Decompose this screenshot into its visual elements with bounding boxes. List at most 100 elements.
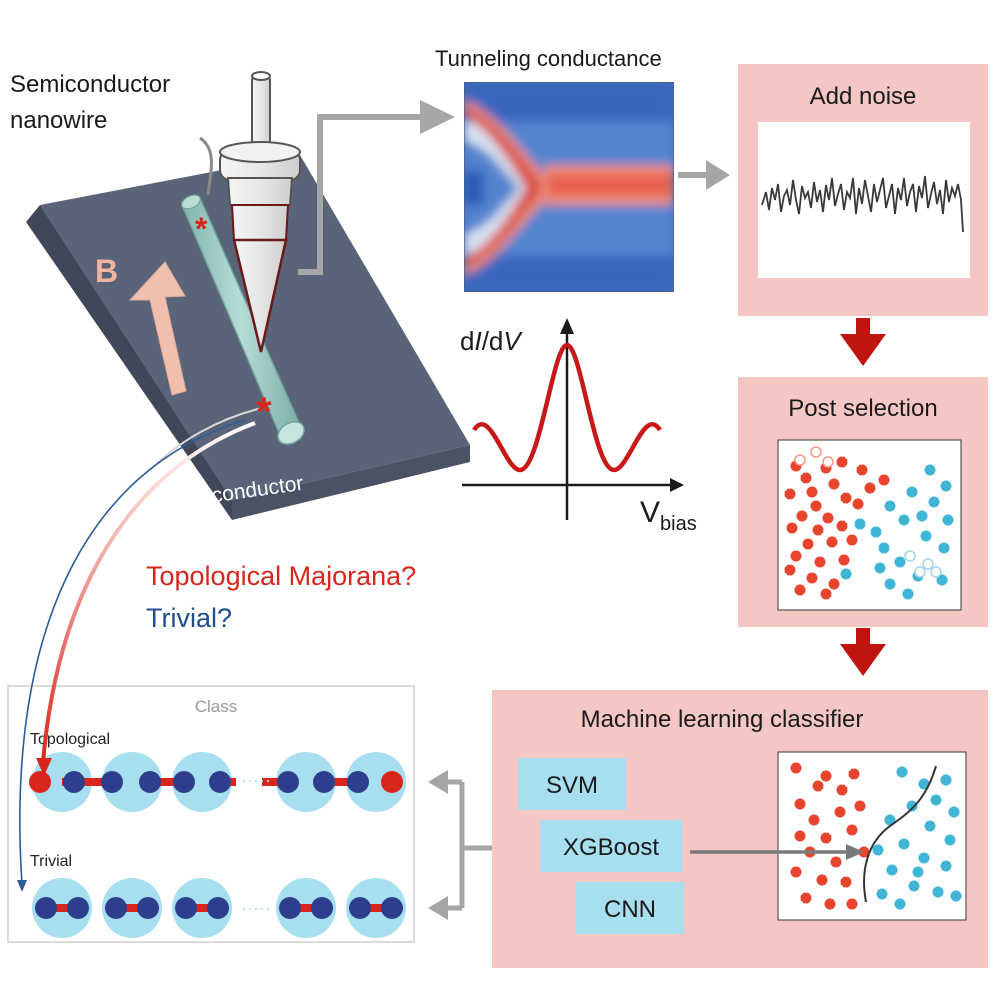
scatter-point-cyan xyxy=(940,774,952,786)
scatter-point-red xyxy=(816,874,828,886)
scatter-point-cyan xyxy=(912,866,924,878)
scatter-point-cyan xyxy=(870,526,882,538)
scatter-point-cyan xyxy=(884,578,896,590)
stm-tip-icon xyxy=(219,71,301,353)
scatter-point-red xyxy=(812,780,824,792)
scatter-point-red xyxy=(846,898,858,910)
scatter-point-red xyxy=(838,554,850,566)
bond-bar xyxy=(116,904,148,912)
decision-boundary xyxy=(863,765,937,903)
electron-dot xyxy=(311,897,333,919)
scatter-point-cyan xyxy=(874,562,886,574)
scatter-point-red xyxy=(810,500,822,512)
noise-signal xyxy=(761,175,964,233)
electron-dot xyxy=(67,897,89,919)
scatter-point-cyan-hollow xyxy=(914,566,926,578)
didv-label: dI/dV xyxy=(460,326,523,356)
chain-dots-top: ····· xyxy=(241,770,271,790)
superconductor-label: S-wave Superconductor xyxy=(80,472,305,526)
scatter-point-red xyxy=(796,510,808,522)
noise-panel xyxy=(758,122,970,278)
scatter-point-cyan xyxy=(948,806,960,818)
right-arrow-icon xyxy=(846,844,864,860)
scatter-point-cyan xyxy=(906,800,918,812)
scatter-point-cyan xyxy=(932,886,944,898)
scatter-point-cyan xyxy=(894,556,906,568)
tunneling-title: Tunneling conductance xyxy=(435,46,662,71)
electron-dot xyxy=(101,771,123,793)
scatter-point-cyan xyxy=(944,834,956,846)
scatter-point-red xyxy=(786,522,798,534)
scatter-point-red xyxy=(824,898,836,910)
scatter-point-red-hollow xyxy=(822,456,834,468)
scatter-point-red xyxy=(826,536,838,548)
row-trivial-label: Trivial xyxy=(30,853,72,870)
left-arrow-icon xyxy=(428,770,448,794)
down-arrow-icon xyxy=(840,628,886,676)
scatter-point-red xyxy=(808,814,820,826)
scatter-point-cyan-hollow xyxy=(904,550,916,562)
nanowire-icon xyxy=(180,194,305,445)
scatter-point-red xyxy=(806,486,818,498)
majorana-dot xyxy=(381,771,403,793)
electron-dot xyxy=(137,897,159,919)
scatter-point-cyan xyxy=(936,574,948,586)
scatter-point-cyan xyxy=(940,480,952,492)
electron-dot xyxy=(173,771,195,793)
didv-curve xyxy=(472,342,662,473)
scatter-point-red xyxy=(848,768,860,780)
site-circle xyxy=(346,752,406,812)
electron-dot xyxy=(381,897,403,919)
question-trivial: Trivial? xyxy=(146,603,232,633)
nanowire-label-line2: nanowire xyxy=(10,107,107,134)
cnn-label: CNN xyxy=(604,896,656,923)
scatter-point-cyan xyxy=(840,568,852,580)
scatter-point-red xyxy=(878,474,890,486)
scatter-point-red xyxy=(856,464,868,476)
scatter-point-cyan-hollow xyxy=(922,558,934,570)
scatter-point-red xyxy=(790,762,802,774)
scatter-point-red xyxy=(820,588,832,600)
scatter-point-cyan xyxy=(930,794,942,806)
electron-dot xyxy=(313,771,335,793)
scatter-point-red xyxy=(814,556,826,568)
scatter-point-cyan xyxy=(940,860,952,872)
scatter-point-cyan xyxy=(916,510,928,522)
scatter-point-cyan xyxy=(886,864,898,876)
scatter-point-red xyxy=(846,534,858,546)
bond-bar xyxy=(318,778,364,786)
scatter-point-cyan-hollow xyxy=(930,566,942,578)
arrow-to-topological xyxy=(41,421,256,763)
bond-bar xyxy=(360,904,392,912)
svm-label: SVM xyxy=(546,772,598,799)
scatter-point-cyan xyxy=(906,486,918,498)
scatter-point-cyan xyxy=(884,500,896,512)
scatter-point-cyan xyxy=(854,518,866,530)
b-field-arrow xyxy=(128,261,187,396)
electron-dot xyxy=(175,897,197,919)
electron-dot xyxy=(277,771,299,793)
electron-dot xyxy=(279,897,301,919)
didv-plot xyxy=(462,318,684,520)
scatter-point-red xyxy=(836,520,848,532)
bond-bar xyxy=(46,904,78,912)
left-arrow-icon xyxy=(428,896,448,920)
b-field-label: B xyxy=(95,253,118,289)
scatter-point-red xyxy=(800,472,812,484)
scatter-point-cyan xyxy=(924,464,936,476)
ml-classifier-title: Machine learning classifier xyxy=(581,706,864,733)
xgboost-box xyxy=(540,820,682,872)
bond-bar xyxy=(290,904,322,912)
scatter-point-red xyxy=(828,478,840,490)
scatter-point-red-hollow xyxy=(810,446,822,458)
cnn-box xyxy=(576,882,684,934)
arrow-to-trivial xyxy=(19,419,246,885)
tip-to-heatmap-arrow xyxy=(298,114,420,275)
site-circle xyxy=(172,752,232,812)
electron-dot xyxy=(35,897,57,919)
majorana-star-icon: * xyxy=(195,211,208,247)
scatter-point-cyan xyxy=(950,890,962,902)
scatter-panel-post xyxy=(777,439,962,611)
scatter-point-red xyxy=(802,538,814,550)
